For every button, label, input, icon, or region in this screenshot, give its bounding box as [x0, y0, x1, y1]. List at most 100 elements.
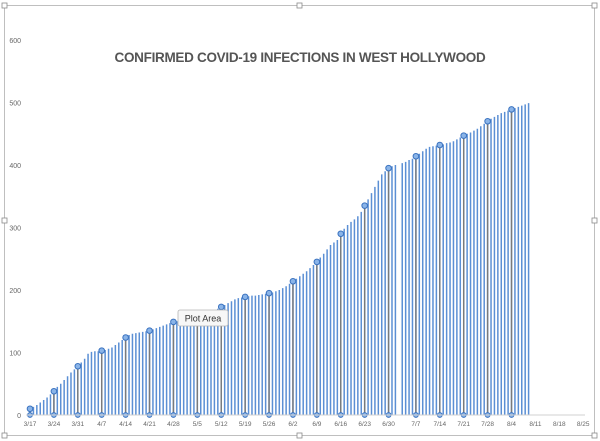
data-point-handle[interactable] — [26, 405, 34, 413]
bar[interactable] — [97, 351, 100, 415]
bar[interactable] — [247, 296, 250, 415]
bar[interactable] — [442, 144, 444, 415]
resize-handle[interactable] — [591, 432, 598, 439]
bar[interactable] — [500, 113, 503, 415]
bar[interactable] — [186, 320, 188, 415]
bar[interactable] — [39, 402, 41, 416]
bar[interactable] — [131, 333, 134, 415]
data-point-handle[interactable] — [265, 289, 273, 297]
bar[interactable] — [432, 146, 434, 415]
bar[interactable] — [333, 242, 335, 416]
data-point-handle[interactable] — [217, 303, 225, 311]
resize-handle[interactable] — [296, 432, 303, 439]
resize-handle[interactable] — [296, 2, 303, 9]
bar[interactable] — [200, 315, 202, 415]
bar[interactable] — [223, 305, 226, 415]
bar[interactable] — [189, 319, 192, 415]
bar[interactable] — [370, 193, 373, 415]
bar[interactable] — [483, 123, 485, 415]
bar[interactable] — [210, 311, 212, 415]
data-point-handle[interactable] — [337, 230, 345, 238]
bar[interactable] — [59, 383, 62, 415]
bar[interactable] — [182, 320, 185, 415]
data-point-handle[interactable] — [74, 362, 82, 370]
bar[interactable] — [312, 265, 315, 415]
data-point-handle[interactable] — [460, 132, 468, 139]
bar[interactable] — [155, 328, 158, 415]
data-point-handle[interactable] — [361, 202, 368, 209]
bar[interactable] — [288, 283, 291, 415]
data-point-handle[interactable] — [50, 387, 58, 395]
bar[interactable] — [169, 323, 171, 415]
resize-handle[interactable] — [1, 432, 8, 439]
bar[interactable] — [295, 278, 298, 415]
bar[interactable] — [36, 405, 38, 415]
bar[interactable] — [346, 225, 349, 415]
bar[interactable] — [193, 318, 195, 415]
bar[interactable] — [480, 126, 482, 415]
bar[interactable] — [83, 358, 86, 415]
bar[interactable] — [305, 271, 308, 415]
bar[interactable] — [374, 186, 376, 415]
bar[interactable] — [264, 293, 267, 415]
data-point-handle[interactable] — [313, 258, 321, 266]
bar[interactable] — [107, 348, 110, 415]
bar[interactable] — [466, 133, 468, 415]
bar[interactable] — [367, 199, 369, 415]
bar[interactable] — [32, 406, 35, 415]
bar[interactable] — [152, 329, 154, 415]
bar[interactable] — [271, 292, 274, 416]
bar[interactable] — [203, 314, 205, 415]
bar[interactable] — [493, 116, 496, 415]
bar[interactable] — [343, 228, 345, 415]
bar[interactable] — [384, 171, 386, 415]
bar[interactable] — [435, 145, 438, 415]
bar[interactable] — [428, 146, 431, 415]
bar[interactable] — [302, 273, 304, 415]
bar[interactable] — [473, 130, 475, 415]
bar[interactable] — [418, 153, 421, 415]
bar[interactable] — [240, 297, 243, 416]
bar[interactable] — [476, 128, 479, 415]
bar[interactable] — [281, 288, 284, 415]
bar[interactable] — [425, 148, 427, 415]
bar[interactable] — [377, 180, 380, 415]
bar[interactable] — [66, 376, 69, 415]
bar[interactable] — [275, 291, 277, 415]
bar[interactable] — [401, 163, 403, 415]
bar[interactable] — [73, 369, 76, 415]
bar[interactable] — [237, 298, 240, 415]
bar[interactable] — [517, 106, 520, 415]
bar[interactable] — [114, 345, 117, 415]
bar[interactable] — [179, 321, 182, 415]
bar[interactable] — [227, 303, 229, 415]
resize-handle[interactable] — [591, 2, 598, 9]
data-point-handle[interactable] — [385, 164, 392, 172]
resize-handle[interactable] — [1, 217, 8, 224]
bar[interactable] — [309, 268, 311, 415]
bar[interactable] — [319, 257, 322, 416]
bar[interactable] — [145, 331, 147, 415]
bar[interactable] — [217, 308, 219, 415]
bar[interactable] — [524, 104, 526, 415]
bar[interactable] — [138, 332, 141, 416]
bar[interactable] — [258, 295, 260, 415]
bar[interactable] — [449, 142, 451, 416]
bar[interactable] — [111, 347, 113, 416]
bar[interactable] — [421, 151, 424, 415]
bar[interactable] — [360, 211, 363, 415]
bar[interactable] — [135, 333, 137, 415]
bar[interactable] — [104, 350, 106, 415]
bar[interactable] — [165, 324, 168, 415]
bar[interactable] — [391, 166, 393, 415]
bar[interactable] — [234, 299, 236, 415]
bar[interactable] — [329, 245, 332, 415]
bar[interactable] — [521, 105, 523, 415]
bar[interactable] — [159, 326, 161, 415]
bar[interactable] — [176, 321, 178, 415]
bar[interactable] — [394, 165, 397, 415]
bar[interactable] — [49, 394, 52, 415]
bar[interactable] — [230, 301, 233, 415]
